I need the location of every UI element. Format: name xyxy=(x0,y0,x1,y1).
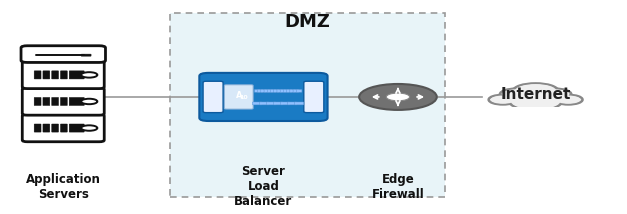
FancyBboxPatch shape xyxy=(287,102,297,105)
FancyBboxPatch shape xyxy=(295,102,304,105)
FancyBboxPatch shape xyxy=(60,97,67,106)
FancyBboxPatch shape xyxy=(280,89,286,92)
FancyBboxPatch shape xyxy=(253,102,262,105)
FancyBboxPatch shape xyxy=(23,88,104,115)
Circle shape xyxy=(540,89,569,99)
FancyBboxPatch shape xyxy=(280,102,290,105)
FancyBboxPatch shape xyxy=(297,89,302,92)
Text: Application
Servers: Application Servers xyxy=(26,173,101,201)
Circle shape xyxy=(538,89,571,100)
FancyBboxPatch shape xyxy=(274,89,280,92)
Text: 10: 10 xyxy=(240,95,248,101)
Circle shape xyxy=(81,72,97,78)
Circle shape xyxy=(502,89,531,99)
FancyBboxPatch shape xyxy=(264,89,270,92)
FancyBboxPatch shape xyxy=(69,71,84,79)
FancyBboxPatch shape xyxy=(23,114,104,142)
Circle shape xyxy=(554,95,582,104)
FancyBboxPatch shape xyxy=(277,89,283,92)
FancyBboxPatch shape xyxy=(34,97,41,106)
Circle shape xyxy=(359,84,437,110)
FancyBboxPatch shape xyxy=(283,89,289,92)
FancyBboxPatch shape xyxy=(51,124,58,132)
FancyBboxPatch shape xyxy=(170,13,445,197)
FancyBboxPatch shape xyxy=(258,89,263,92)
FancyBboxPatch shape xyxy=(304,81,324,113)
FancyBboxPatch shape xyxy=(290,89,295,92)
FancyBboxPatch shape xyxy=(69,97,84,106)
Text: DMZ: DMZ xyxy=(285,13,330,31)
Text: Edge
Firewall: Edge Firewall xyxy=(372,173,424,201)
Circle shape xyxy=(513,83,558,98)
Circle shape xyxy=(81,99,97,104)
FancyBboxPatch shape xyxy=(81,54,91,56)
FancyBboxPatch shape xyxy=(60,124,67,132)
FancyBboxPatch shape xyxy=(260,102,269,105)
FancyBboxPatch shape xyxy=(51,97,58,106)
FancyBboxPatch shape xyxy=(203,81,223,113)
FancyBboxPatch shape xyxy=(293,89,298,92)
Circle shape xyxy=(386,93,409,101)
FancyBboxPatch shape xyxy=(23,61,104,89)
FancyBboxPatch shape xyxy=(224,85,253,109)
Circle shape xyxy=(490,95,515,104)
Circle shape xyxy=(500,89,533,100)
Circle shape xyxy=(556,95,581,104)
Text: Internet: Internet xyxy=(500,87,571,102)
FancyBboxPatch shape xyxy=(267,89,273,92)
FancyBboxPatch shape xyxy=(34,124,41,132)
FancyBboxPatch shape xyxy=(261,89,266,92)
FancyBboxPatch shape xyxy=(255,89,260,92)
FancyBboxPatch shape xyxy=(51,71,58,79)
FancyBboxPatch shape xyxy=(34,71,41,79)
Circle shape xyxy=(515,84,556,98)
Circle shape xyxy=(511,93,561,109)
FancyBboxPatch shape xyxy=(199,73,327,121)
Text: A: A xyxy=(236,91,242,100)
FancyBboxPatch shape xyxy=(43,71,50,79)
FancyBboxPatch shape xyxy=(270,89,276,92)
Circle shape xyxy=(488,95,517,104)
FancyBboxPatch shape xyxy=(43,124,50,132)
Circle shape xyxy=(509,92,562,110)
Bar xyxy=(460,107,611,116)
FancyBboxPatch shape xyxy=(21,46,105,62)
FancyBboxPatch shape xyxy=(60,71,67,79)
FancyBboxPatch shape xyxy=(266,102,276,105)
FancyBboxPatch shape xyxy=(43,97,50,106)
FancyBboxPatch shape xyxy=(69,124,84,132)
FancyBboxPatch shape xyxy=(273,102,283,105)
Bar xyxy=(460,106,611,115)
Text: Server
Load
Balancer: Server Load Balancer xyxy=(234,165,293,208)
FancyBboxPatch shape xyxy=(287,89,292,92)
Circle shape xyxy=(81,125,97,131)
